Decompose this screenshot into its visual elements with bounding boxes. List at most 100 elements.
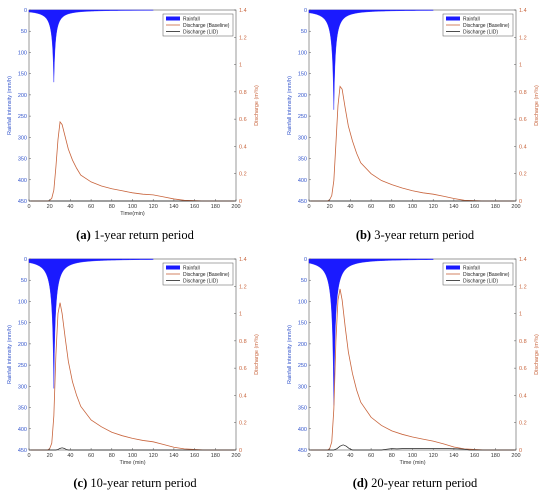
y-left-tick-label: 350 <box>298 406 307 412</box>
discharge-baseline-line <box>309 85 516 202</box>
y-right-tick-label: 0.4 <box>519 144 527 150</box>
y-right-tick-label: 0.2 <box>239 172 247 178</box>
x-tick-label: 200 <box>231 453 240 459</box>
y-left-tick-label: 200 <box>18 93 27 99</box>
y-left-tick-label: 400 <box>298 178 307 184</box>
legend-box <box>442 13 514 37</box>
y-left-tick-label: 200 <box>298 342 307 348</box>
legend-box <box>442 262 514 286</box>
y-left-tick-label: 250 <box>298 114 307 120</box>
x-tick-label: 140 <box>449 204 458 210</box>
y-left-tick-label: 150 <box>298 321 307 327</box>
discharge-baseline-line <box>309 288 516 451</box>
y-left-tick-label: 250 <box>298 363 307 369</box>
y-right-axis-label: Discharge (m³/s) <box>534 85 540 126</box>
y-left-tick-label: 150 <box>18 321 27 327</box>
y-right-tick-label: 0.8 <box>519 339 527 345</box>
x-tick-label: 160 <box>470 204 479 210</box>
plot-area <box>308 9 517 202</box>
y-right-axis-label: Discharge (m³/s) <box>254 85 260 126</box>
y-right-tick-label: 0.4 <box>239 144 247 150</box>
y-right-tick-label: 0.2 <box>519 421 527 427</box>
legend-label: Rainfall <box>463 17 480 23</box>
y-left-tick-label: 350 <box>298 157 307 163</box>
y-left-tick-label: 400 <box>298 427 307 433</box>
plot-area <box>28 258 237 451</box>
legend-box <box>162 13 234 37</box>
y-left-tick-label: 250 <box>18 363 27 369</box>
y-right-tick-label: 1 <box>239 312 242 318</box>
x-tick-label: 180 <box>211 453 220 459</box>
chart-panel-a: 0 20 40 60 80 100 120 140 160 180 200 Time(min) 0 50 1… <box>0 0 270 249</box>
legend-swatch-rainfall <box>446 265 460 270</box>
y-left-tick-label: 100 <box>298 50 307 56</box>
x-tick-label: 80 <box>389 204 395 210</box>
y-left-tick-label: 0 <box>304 8 307 14</box>
y-left-tick-label: 300 <box>18 135 27 141</box>
x-tick-label: 100 <box>128 453 137 459</box>
y-right-tick-label: 1.2 <box>239 284 247 290</box>
discharge-lid-line <box>309 444 516 451</box>
y-left-tick-label: 450 <box>298 448 307 454</box>
chart-c: 0 20 40 60 80 100 120 140 160 180 200 Time (min) 0 50… <box>7 257 260 466</box>
y-left-axis-label: Rainfall intensity (mm/h) <box>7 76 13 135</box>
caption-text: 3-year return period <box>374 228 475 242</box>
x-tick-label: 20 <box>327 204 333 210</box>
y-right-tick-label: 0.4 <box>519 393 527 399</box>
discharge-baseline-line <box>29 120 236 202</box>
y-right-tick-label: 1 <box>519 312 522 318</box>
rainfall-bars <box>308 258 434 406</box>
y-left-tick-label: 100 <box>18 50 27 56</box>
x-tick-label: 20 <box>47 453 53 459</box>
legend-label: Discharge (Baseline) <box>463 272 510 278</box>
caption-text: 20-year return period <box>371 476 478 490</box>
y-left-tick-label: 0 <box>24 257 27 263</box>
x-tick-label: 160 <box>190 204 199 210</box>
y-right-tick-label: 0.6 <box>519 117 527 123</box>
x-tick-label: 200 <box>231 204 240 210</box>
caption-a: (a) 1-year return period <box>0 228 270 243</box>
legend-swatch-rainfall <box>166 265 180 270</box>
y-right-tick-label: 0 <box>239 199 242 205</box>
legend-label: Rainfall <box>463 266 480 272</box>
x-axis-label: Time (min) <box>399 460 425 466</box>
legend-box <box>162 262 234 286</box>
legend-label: Rainfall <box>183 266 200 272</box>
discharge-lid-line <box>29 447 236 451</box>
legend-label: Discharge (Baseline) <box>463 23 510 29</box>
y-left-tick-label: 400 <box>18 178 27 184</box>
y-left-tick-label: 0 <box>304 257 307 263</box>
y-right-tick-label: 0.8 <box>519 90 527 96</box>
y-left-axis-label: Rainfall intensity (mm/h) <box>7 325 13 384</box>
plot-area <box>308 258 517 451</box>
y-right-tick-label: 0.6 <box>519 366 527 372</box>
y-right-tick-label: 1 <box>519 63 522 69</box>
y-right-tick-label: 0 <box>519 199 522 205</box>
chart-a: 0 20 40 60 80 100 120 140 160 180 200 Time(min) 0 50 1… <box>7 8 260 217</box>
x-tick-label: 100 <box>128 204 137 210</box>
y-left-tick-label: 50 <box>21 278 27 284</box>
y-right-tick-label: 0.2 <box>519 172 527 178</box>
plot-area <box>28 9 237 202</box>
x-tick-label: 100 <box>408 204 417 210</box>
caption-letter: (a) <box>76 228 91 242</box>
x-tick-label: 40 <box>67 453 73 459</box>
legend-swatch-rainfall <box>166 16 180 21</box>
y-right-tick-label: 0.6 <box>239 366 247 372</box>
y-left-tick-label: 250 <box>18 114 27 120</box>
y-left-tick-label: 300 <box>298 135 307 141</box>
y-left-tick-label: 450 <box>18 199 27 205</box>
y-left-tick-label: 350 <box>18 157 27 163</box>
legend-label: Discharge (LID) <box>463 279 498 285</box>
caption-letter: (c) <box>73 476 88 490</box>
x-tick-label: 140 <box>169 453 178 459</box>
y-right-tick-label: 1.2 <box>239 35 247 41</box>
y-left-tick-label: 50 <box>21 29 27 35</box>
caption-text: 10-year return period <box>90 476 197 490</box>
y-right-tick-label: 1.2 <box>519 284 527 290</box>
